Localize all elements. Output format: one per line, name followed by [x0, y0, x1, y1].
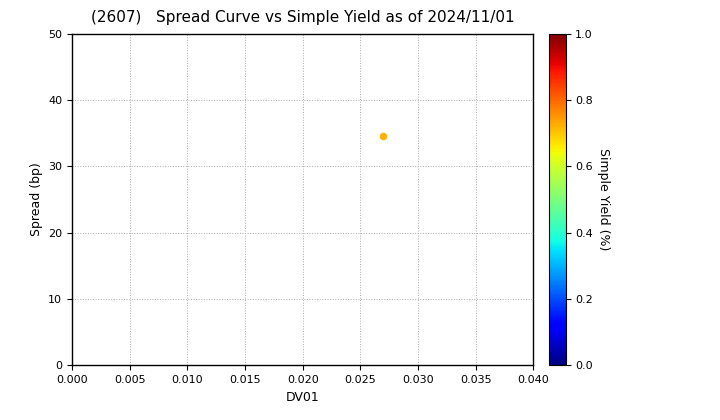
Y-axis label: Spread (bp): Spread (bp)	[30, 163, 42, 236]
Y-axis label: Simple Yield (%): Simple Yield (%)	[597, 148, 610, 251]
Point	[378, 133, 390, 140]
Title: (2607)   Spread Curve vs Simple Yield as of 2024/11/01: (2607) Spread Curve vs Simple Yield as o…	[91, 10, 515, 26]
X-axis label: DV01: DV01	[286, 391, 320, 404]
